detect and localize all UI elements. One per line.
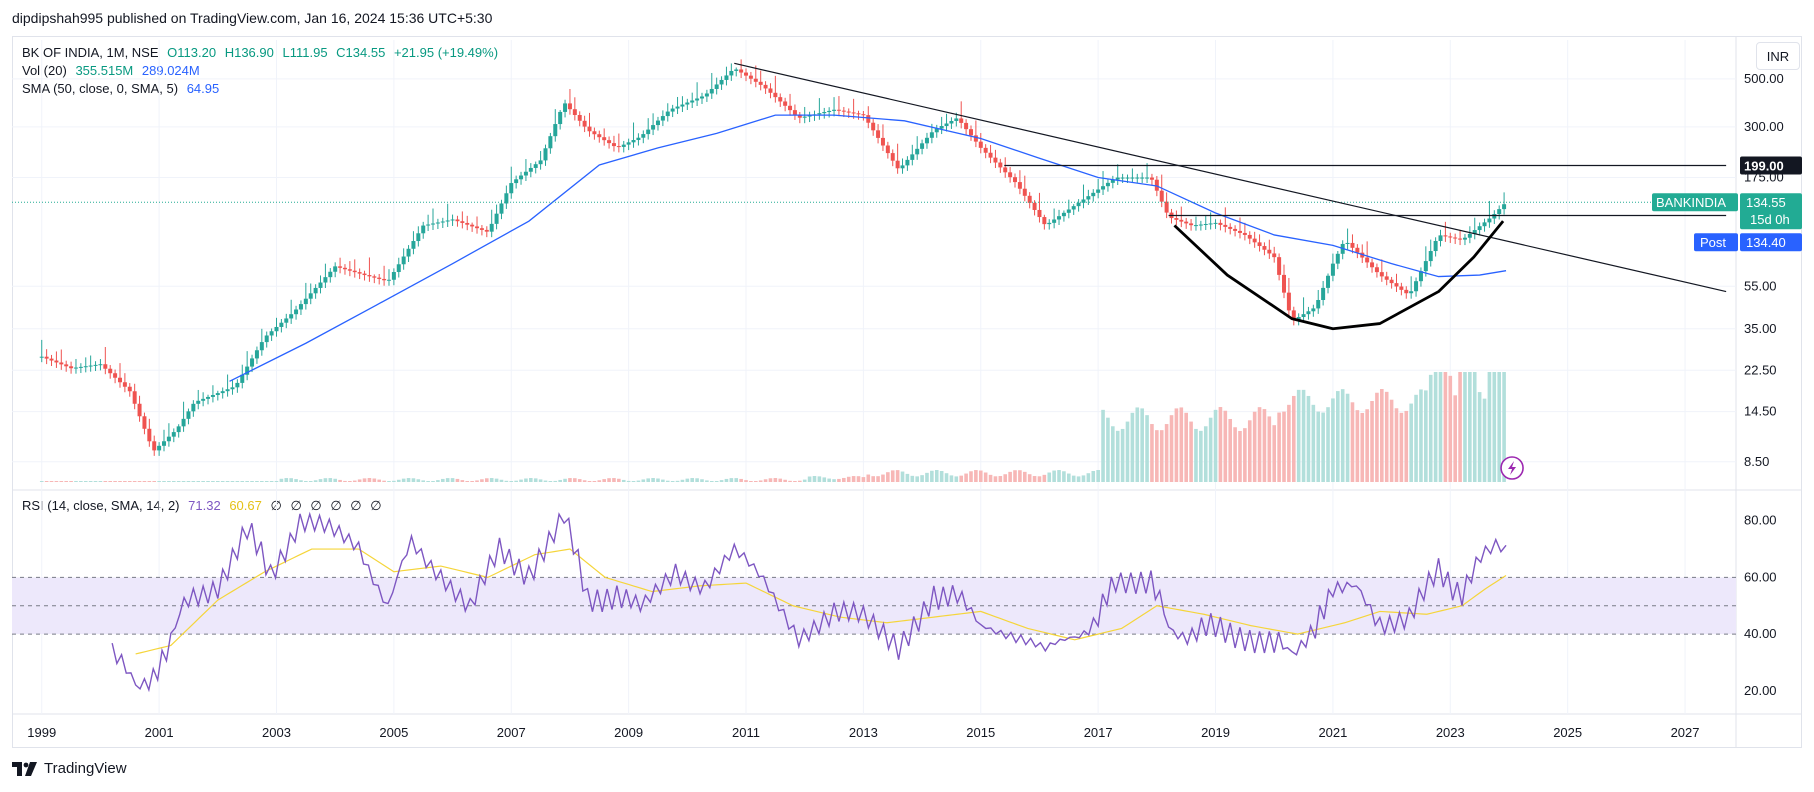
rsi-zero-3: ∅ [310,498,322,513]
rsi-zero-4: ∅ [330,498,342,513]
open-value: O113.20 [167,45,217,60]
tradingview-logo[interactable]: TradingView [12,760,127,777]
sma-legend: SMA (50, close, 0, SMA, 5) 64.95 [22,80,224,98]
tradingview-logo-icon [12,761,37,776]
rsi-ma-value: 60.67 [229,498,262,513]
rsi-legend: RSI (14, close, SMA, 14, 2) 71.32 60.67 … [22,497,387,515]
change-value: +21.95 (+19.49%) [393,45,499,60]
sma-value: 64.95 [186,81,220,96]
volume-legend: Vol (20) 355.515M 289.024M [22,62,205,80]
volume-value: 355.515M [75,63,134,78]
symbol-legend: BK OF INDIA, 1M, NSE O113.20 H136.90 L11… [22,44,503,62]
rsi-zero-6: ∅ [370,498,382,513]
currency-button[interactable]: INR [1756,42,1800,70]
rsi-zero-1: ∅ [270,498,282,513]
tradingview-brand: TradingView [44,760,127,777]
volume-ma-value: 289.024M [141,63,200,78]
rsi-label[interactable]: RSI (14, close, SMA, 14, 2) [22,498,180,513]
publisher-header: dipdipshah995 published on TradingView.c… [12,10,493,26]
rsi-value: 71.32 [188,498,221,513]
rsi-zero-5: ∅ [350,498,362,513]
sma-label[interactable]: SMA (50, close, 0, SMA, 5) [22,81,179,96]
close-value: C134.55 [336,45,386,60]
rsi-zero-2: ∅ [290,498,302,513]
chart-frame [12,36,1802,748]
high-value: H136.90 [224,45,274,60]
low-value: L111.95 [282,45,328,60]
symbol-name[interactable]: BK OF INDIA, 1M, NSE [22,45,159,60]
volume-label[interactable]: Vol (20) [22,63,67,78]
